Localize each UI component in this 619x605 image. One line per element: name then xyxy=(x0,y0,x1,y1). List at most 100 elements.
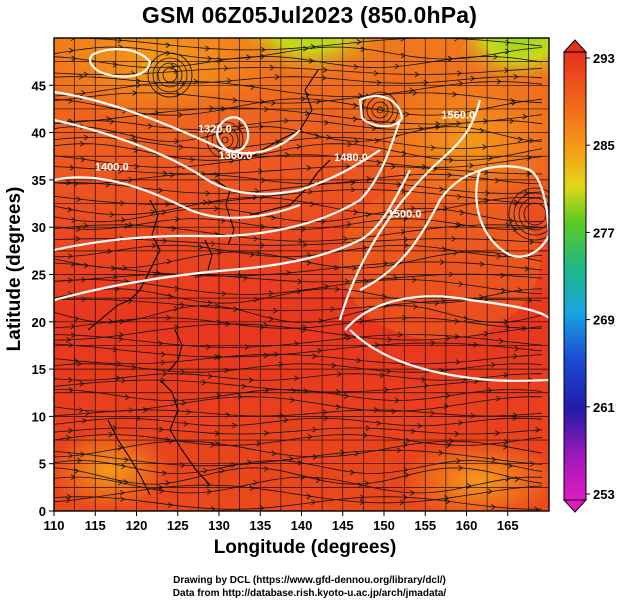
wind-arrowhead xyxy=(390,163,396,170)
wind-arrowhead xyxy=(303,45,309,52)
wind-arrowhead xyxy=(260,53,266,60)
wind-arrowhead xyxy=(498,338,504,344)
wind-arrowhead xyxy=(504,67,510,74)
wind-arrowhead xyxy=(452,91,458,98)
wind-arrowhead xyxy=(535,427,541,433)
vortex-streamline xyxy=(513,192,549,236)
wind-arrowhead xyxy=(180,302,186,308)
wind-arrowhead xyxy=(458,465,464,471)
wind-arrowhead xyxy=(507,462,513,469)
wind-arrowhead xyxy=(162,237,168,244)
wind-arrowhead xyxy=(470,75,476,82)
wind-arrowhead xyxy=(297,278,303,285)
wind-arrowhead xyxy=(509,118,515,124)
wind-arrowhead xyxy=(510,97,516,104)
wind-arrowhead xyxy=(79,380,85,387)
wind-arrowhead xyxy=(162,170,168,177)
wind-arrowhead xyxy=(133,147,139,153)
wind-arrowhead xyxy=(268,290,274,297)
wind-arrowhead xyxy=(445,498,451,505)
y-axis-label: Latitude (degrees) xyxy=(4,186,25,352)
wind-arrowhead xyxy=(249,485,255,491)
wind-arrowhead xyxy=(298,238,304,245)
wind-arrowhead xyxy=(78,73,84,80)
wind-arrowhead xyxy=(512,226,518,233)
x-tick-label: 150 xyxy=(373,518,395,533)
wind-arrowhead xyxy=(448,271,454,278)
wind-arrowhead xyxy=(112,273,118,280)
wind-arrowhead xyxy=(410,428,416,435)
wind-arrowhead xyxy=(233,306,239,312)
wind-arrowhead xyxy=(105,115,111,122)
wind-arrowhead xyxy=(68,47,74,54)
vortex-streamline xyxy=(162,67,178,83)
y-tick-label: 5 xyxy=(39,457,46,472)
wind-arrowhead xyxy=(210,442,216,448)
wind-arrowhead xyxy=(309,201,315,207)
wind-arrowhead xyxy=(487,488,493,495)
wind-arrowhead xyxy=(529,460,535,467)
wind-arrowhead xyxy=(201,379,207,386)
wind-arrowhead xyxy=(478,294,484,300)
wind-arrowhead xyxy=(311,499,317,506)
wind-arrowhead xyxy=(221,290,227,297)
wind-arrowhead xyxy=(505,324,511,331)
streamline xyxy=(54,38,543,51)
wind-arrowhead xyxy=(454,431,460,437)
wind-arrowhead xyxy=(261,177,267,184)
wind-arrowhead xyxy=(68,342,74,349)
streamline xyxy=(54,273,543,283)
wind-arrowhead xyxy=(473,378,479,385)
wind-arrowhead xyxy=(331,362,337,369)
wind-arrowhead xyxy=(154,109,160,116)
wind-arrowhead xyxy=(161,209,167,216)
wind-arrowhead xyxy=(330,306,336,313)
wind-arrowhead xyxy=(66,336,72,343)
wind-arrowhead xyxy=(66,179,72,186)
wind-arrowhead xyxy=(219,467,225,474)
wind-arrowhead xyxy=(483,330,489,337)
x-axis: 110 115 120 125 130 135 140 145 150 155 160 165 xyxy=(44,511,519,533)
wind-arrowhead xyxy=(120,463,126,470)
wind-arrowhead xyxy=(256,250,262,257)
wind-arrowhead xyxy=(80,451,86,458)
wind-arrowhead xyxy=(321,75,327,81)
wind-arrowhead xyxy=(305,91,311,98)
wind-arrowhead xyxy=(455,359,461,365)
wind-arrowhead xyxy=(522,325,528,332)
colorbar: 293 285 277 269 261 253 xyxy=(562,39,615,513)
wind-arrowhead xyxy=(108,318,114,325)
wind-arrowhead xyxy=(394,397,400,404)
wind-arrowhead xyxy=(273,307,279,314)
vortex-streamline xyxy=(508,187,549,241)
wind-arrowhead xyxy=(121,377,127,384)
wind-arrowhead xyxy=(500,287,506,294)
colorbar-bottom-arrow xyxy=(562,499,588,513)
streamline xyxy=(54,409,543,417)
wind-arrowhead xyxy=(83,134,89,141)
wind-arrowhead xyxy=(324,119,330,126)
wind-arrowhead xyxy=(373,407,379,413)
streamline xyxy=(54,261,543,277)
wind-arrowhead xyxy=(214,303,220,310)
y-axis: 0 5 10 15 20 25 30 35 40 45 xyxy=(32,78,54,519)
wind-arrowhead xyxy=(293,340,299,347)
wind-arrowhead xyxy=(496,253,502,260)
wind-arrowhead xyxy=(457,70,463,77)
wind-arrowhead xyxy=(354,138,360,145)
wind-arrowhead xyxy=(403,236,409,243)
wind-arrowhead xyxy=(473,341,479,348)
wind-arrowhead xyxy=(174,324,180,331)
wind-arrowhead xyxy=(505,222,511,229)
wind-arrowhead xyxy=(174,285,180,292)
wind-arrowhead xyxy=(135,415,141,422)
wind-arrowhead xyxy=(109,118,115,125)
wind-arrowhead xyxy=(206,344,212,350)
wind-arrowhead xyxy=(511,99,517,106)
wind-arrowhead xyxy=(312,454,318,460)
vortex-streamline xyxy=(376,106,384,114)
wind-arrowhead xyxy=(205,482,211,489)
wind-arrowhead xyxy=(165,42,171,48)
wind-arrowhead xyxy=(181,400,187,406)
wind-arrowhead xyxy=(150,209,156,216)
